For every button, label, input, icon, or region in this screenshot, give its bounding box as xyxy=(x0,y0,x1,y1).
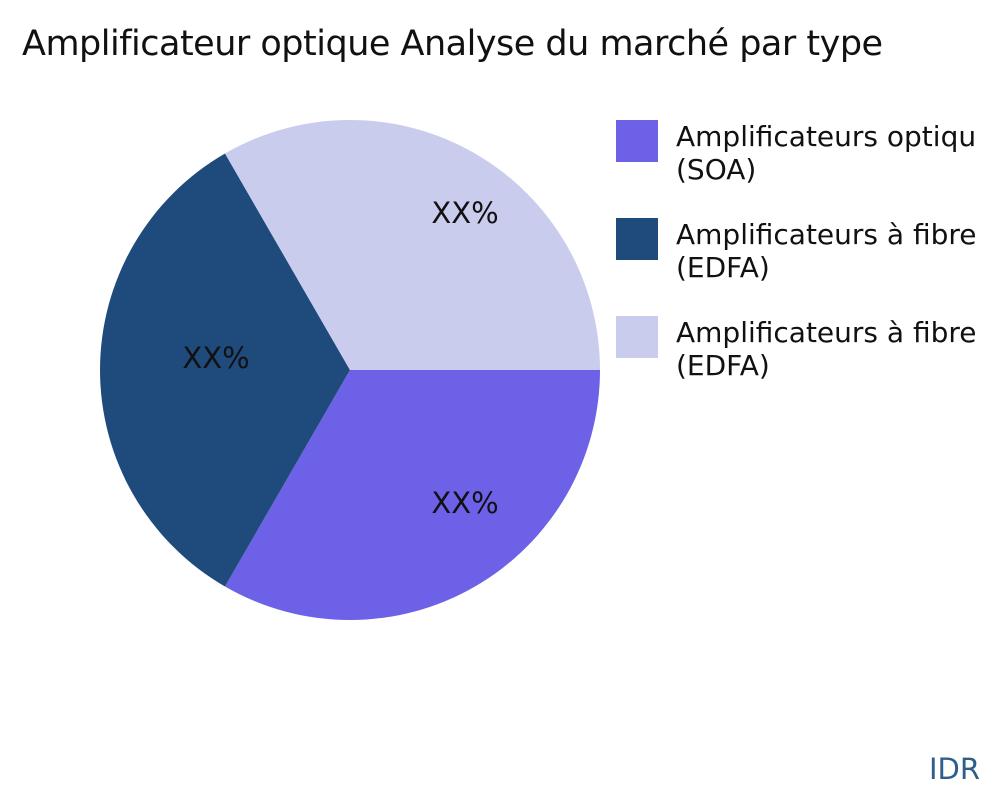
pie-slice-soa xyxy=(225,370,600,620)
legend-swatch-edfa-navy xyxy=(616,218,658,260)
legend-swatch-soa-rect xyxy=(616,120,658,162)
pie-slice-edfa-lavender xyxy=(225,120,600,371)
legend-swatch-edfa-lavender-rect xyxy=(616,316,658,358)
legend-label-edfa-lavender: Amplificateurs à fibre (EDFA) xyxy=(676,316,977,382)
legend-label-soa: Amplificateurs optiqu (SOA) xyxy=(676,120,976,186)
legend-label-soa-line2: (SOA) xyxy=(676,153,757,186)
legend-label-soa-line1: Amplificateurs optiqu xyxy=(676,120,977,153)
legend-label-edfa-navy-line2: (EDFA) xyxy=(676,251,770,284)
legend-label-edfa-lavender-line1: Amplificateurs à fibre xyxy=(676,316,977,349)
watermark-idr: IDR xyxy=(928,752,980,786)
legend-label-edfa-navy: Amplificateurs à fibre (EDFA) xyxy=(676,218,977,284)
pie-label-soa: XX% xyxy=(431,486,498,520)
legend-entry-edfa-lavender: Amplificateurs à fibre (EDFA) xyxy=(616,316,1000,382)
chart-title: Amplificateur optique Analyse du marché … xyxy=(22,24,883,64)
legend-entry-soa: Amplificateurs optiqu (SOA) xyxy=(616,120,1000,186)
pie-label-edfa-lavender: XX% xyxy=(431,196,498,230)
legend-entry-edfa-navy: Amplificateurs à fibre (EDFA) xyxy=(616,218,1000,284)
legend-label-edfa-navy-line1: Amplificateurs à fibre xyxy=(676,218,977,251)
legend-swatch-edfa-navy-rect xyxy=(616,218,658,260)
pie-label-edfa-navy: XX% xyxy=(182,341,249,375)
legend-swatch-edfa-lavender xyxy=(616,316,658,358)
legend-label-edfa-lavender-line2: (EDFA) xyxy=(676,349,770,382)
pie-slice-edfa-navy xyxy=(100,153,350,587)
legend: Amplificateurs optiqu (SOA) Amplificateu… xyxy=(616,120,1000,414)
legend-swatch-soa xyxy=(616,120,658,162)
